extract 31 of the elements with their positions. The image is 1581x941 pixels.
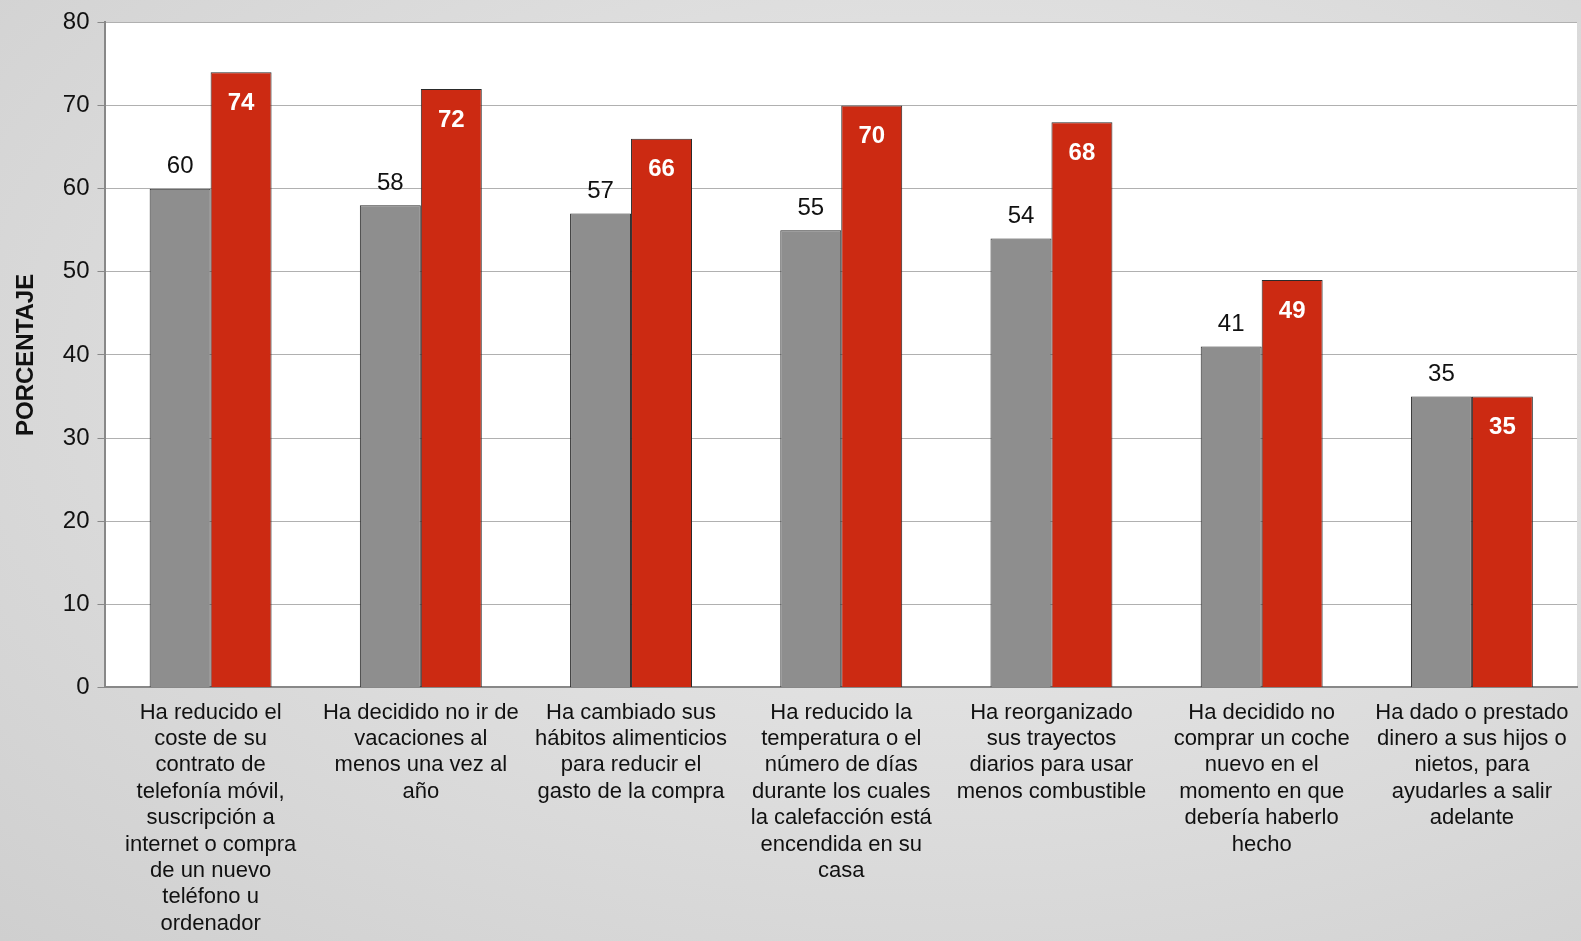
x-tick-label: Ha decidido no ir de vacaciones al menos una vez al año: [322, 698, 519, 803]
data-label: 55: [797, 192, 825, 220]
x-tick-label: Ha dado o prestado dinero a sus hijos o nietos, para ayudarles a salir adelante: [1375, 698, 1569, 830]
y-tick-label: 30: [62, 422, 90, 450]
x-tick-label: Ha reducido la temperatura o el número de días durante los cuales la calefacción está encendida en su casa: [750, 698, 933, 883]
data-label: 58: [376, 167, 404, 195]
y-tick-label: 0: [76, 672, 90, 700]
data-label: 35: [1489, 412, 1516, 440]
y-tick-label: 50: [62, 256, 90, 284]
data-label: 54: [1007, 201, 1035, 229]
x-tick-label: Ha cambiado sus hábitos alimenticios para reducir el gasto de la compra: [535, 698, 728, 803]
data-label: 68: [1068, 137, 1096, 165]
data-label: 57: [587, 176, 614, 204]
y-tick-label: 10: [62, 588, 90, 616]
data-label: 74: [227, 87, 256, 115]
y-tick-label: 70: [62, 90, 90, 118]
data-label: 60: [166, 151, 194, 179]
y-tick-label: 20: [62, 505, 90, 533]
y-axis-title: PORCENTAJE: [11, 273, 39, 437]
data-label: 72: [437, 104, 465, 132]
category-label: Ha reducido el coste de su contrato de telefonía móvil, suscripción a internet o compra de un nuevo teléfono u ordenador: [125, 698, 297, 935]
data-label: 49: [1278, 295, 1306, 323]
data-label: 41: [1217, 309, 1245, 337]
x-tick-label: Ha decidido no comprar un coche nuevo en el momento en que debería haberlo hecho: [1173, 698, 1350, 856]
data-label: 70: [858, 121, 886, 149]
data-label: 35: [1428, 359, 1455, 387]
y-tick-label: 60: [62, 173, 90, 201]
x-tick-label: Ha reorganizado sus trayectos diarios para usar menos combustible: [956, 698, 1147, 803]
data-label: 66: [648, 154, 675, 182]
y-tick-label: 40: [62, 339, 90, 367]
y-tick-label: 80: [62, 7, 90, 35]
